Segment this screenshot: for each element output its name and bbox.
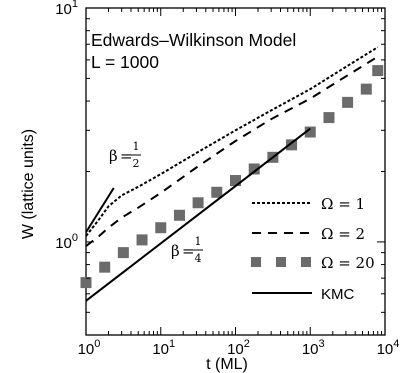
- beta-half-numerator: 1: [133, 140, 140, 153]
- x-tick-label-exponent: 0: [94, 338, 100, 350]
- x-tick-label: 104: [377, 338, 400, 358]
- series-1-line: [85, 46, 379, 237]
- legend-label-omega-1: Ω = 1: [321, 195, 365, 213]
- series-20: [80, 65, 384, 289]
- x-tick-label-exponent: 3: [319, 338, 325, 350]
- data-point: [304, 126, 316, 138]
- legend: Ω = 1 Ω = 2 Ω = 20 KMC: [251, 195, 375, 303]
- legend-label-kmc: KMC: [321, 286, 355, 303]
- chart-title: Edwards–Wilkinson Model: [91, 30, 296, 50]
- y-tick-label: 101: [55, 0, 78, 18]
- chart-subtitle: L = 1000: [91, 52, 159, 72]
- beta-quarter-equals: =: [182, 242, 195, 260]
- data-point: [211, 186, 223, 198]
- data-point: [155, 222, 167, 234]
- data-point: [248, 163, 260, 175]
- x-tick-label-exponent: 4: [393, 338, 399, 350]
- y-tick-label-exponent: 1: [72, 0, 78, 10]
- beta-half-guide-line: [85, 187, 115, 233]
- x-tick-label-exponent: 2: [244, 338, 250, 350]
- x-tick-label-base: 10: [152, 341, 169, 358]
- data-point: [136, 234, 148, 246]
- x-tick-label-exponent: 1: [169, 338, 175, 350]
- legend-label-omega-20: Ω = 20: [321, 254, 375, 272]
- data-point: [117, 247, 129, 259]
- x-tick-label-base: 10: [227, 341, 244, 358]
- data-point: [342, 96, 354, 108]
- data-point: [372, 65, 384, 77]
- series-2-line: [85, 55, 379, 247]
- beta-quarter-symbol: β: [171, 242, 180, 260]
- legend-label-omega-2: Ω = 2: [321, 225, 365, 243]
- data-point: [323, 112, 335, 124]
- y-tick-label-exponent: 0: [72, 232, 78, 244]
- series-kmc-line: [85, 127, 311, 302]
- annotation-beta-half: β = 1 2: [109, 140, 141, 170]
- y-tick-label-base: 10: [55, 235, 72, 252]
- beta-quarter-denominator: 4: [195, 252, 202, 265]
- legend-swatch-omega-20: [251, 257, 311, 267]
- data-point: [192, 197, 204, 209]
- data-point: [230, 175, 241, 187]
- y-tick-label-base: 10: [55, 1, 72, 18]
- beta-half-equals: =: [120, 147, 133, 165]
- data-point: [99, 261, 111, 273]
- beta-half-symbol: β: [109, 147, 118, 165]
- beta-quarter-numerator: 1: [195, 235, 202, 248]
- x-tick-label: 103: [302, 338, 325, 358]
- legend-square: [276, 257, 286, 267]
- x-axis-label: t (ML): [206, 356, 248, 373]
- data-point: [360, 83, 372, 95]
- y-axis-label: W (lattice units): [20, 129, 37, 239]
- y-tick-label: 100: [55, 232, 78, 252]
- data-point: [173, 209, 185, 221]
- x-tick-label: 100: [78, 338, 101, 358]
- legend-square: [251, 257, 261, 267]
- data-point: [286, 139, 298, 151]
- x-tick-label-base: 10: [377, 341, 394, 358]
- data-point: [80, 277, 92, 289]
- x-tick-label: 101: [152, 338, 175, 358]
- x-tick-label-base: 10: [78, 341, 95, 358]
- series-layer: [80, 46, 384, 302]
- beta-half-denominator: 2: [133, 157, 140, 170]
- annotation-beta-quarter: β = 1 4: [171, 235, 203, 265]
- x-tick-label-base: 10: [302, 341, 319, 358]
- x-tick-label: 102: [227, 338, 250, 358]
- legend-square: [301, 257, 311, 267]
